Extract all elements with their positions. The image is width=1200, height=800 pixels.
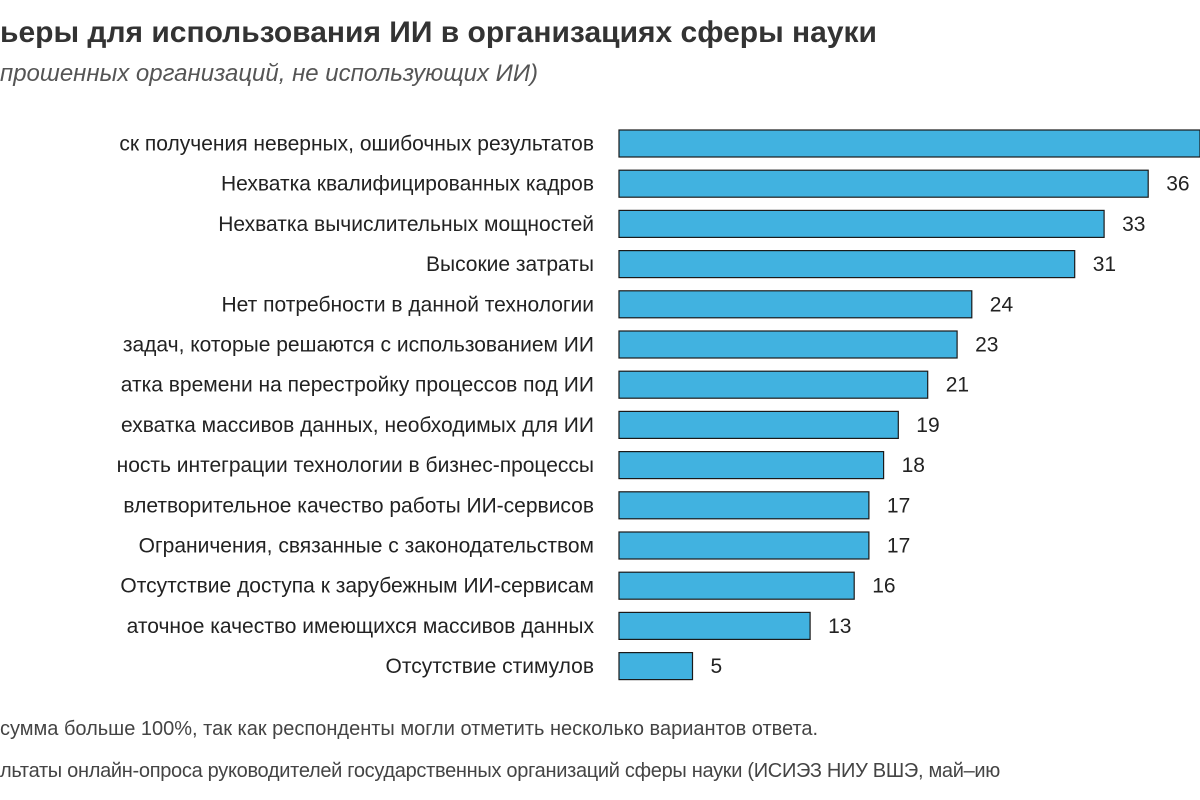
category-label-8: ность интеграции технологии в бизнес-про… <box>117 454 594 477</box>
bar-2 <box>618 209 1105 238</box>
category-label-7: ехватка массивов данных, необходимых для… <box>121 414 594 437</box>
category-label-6: атка времени на перестройку процессов по… <box>121 374 594 397</box>
value-label-1: 36 <box>1166 173 1189 196</box>
chart-subtitle: прошенных организаций, не использующих И… <box>0 60 538 87</box>
bar-13 <box>618 651 694 681</box>
category-label-12: аточное качество имеющихся массивов данн… <box>127 615 595 638</box>
bar-6 <box>618 370 929 399</box>
bar-8 <box>618 451 885 480</box>
category-label-9: влетворительное качество работы ИИ-серви… <box>123 494 594 517</box>
category-label-0: ск получения неверных, ошибочных результ… <box>119 133 594 156</box>
value-label-7: 19 <box>916 414 939 437</box>
value-label-3: 31 <box>1093 253 1116 276</box>
value-label-13: 5 <box>711 655 723 678</box>
value-label-10: 17 <box>887 535 910 558</box>
bar-5 <box>618 330 958 359</box>
bar-3 <box>618 250 1076 279</box>
chart-note: сумма больше 100%, так как респонденты м… <box>0 718 819 740</box>
category-label-1: Нехватка квалифицированных кадров <box>221 173 594 196</box>
bar-1 <box>618 169 1149 198</box>
value-label-9: 17 <box>887 494 910 517</box>
bar-12 <box>618 611 811 641</box>
value-label-6: 21 <box>946 374 969 397</box>
category-label-10: Ограничения, связанные с законодательств… <box>139 535 594 558</box>
value-label-5: 23 <box>975 334 998 357</box>
category-label-2: Нехватка вычислительных мощностей <box>218 213 594 236</box>
chart-title: ьеры для использования ИИ в организациях… <box>0 16 877 49</box>
value-label-4: 24 <box>990 293 1014 316</box>
value-label-11: 16 <box>872 575 895 598</box>
value-label-12: 13 <box>828 615 851 638</box>
bar-chart: ск получения неверных, ошибочных результ… <box>117 129 1200 681</box>
category-label-5: задач, которые решаются с использованием… <box>123 334 594 357</box>
category-label-11: Отсутствие доступа к зарубежным ИИ-серви… <box>120 575 594 598</box>
category-label-13: Отсутствие стимулов <box>385 655 594 678</box>
bars-group <box>618 129 1200 681</box>
category-label-4: Нет потребности в данной технологии <box>222 293 594 316</box>
labels-group: ск получения неверных, ошибочных результ… <box>117 133 1190 679</box>
bar-4 <box>618 290 973 319</box>
bar-9 <box>618 491 870 520</box>
bar-0 <box>618 129 1200 158</box>
bar-7 <box>618 410 899 439</box>
value-label-8: 18 <box>902 454 925 477</box>
chart-source: льтаты онлайн-опроса руководителей госуд… <box>0 760 1000 782</box>
bar-10 <box>618 531 870 560</box>
bar-11 <box>618 571 855 600</box>
value-label-2: 33 <box>1122 213 1145 236</box>
category-label-3: Высокие затраты <box>426 253 594 276</box>
